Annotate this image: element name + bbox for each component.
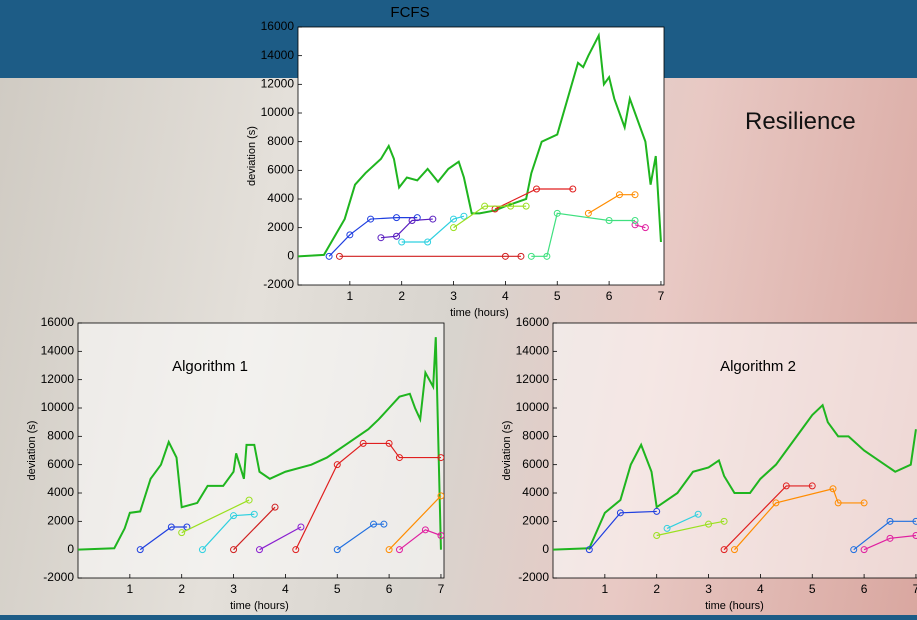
chart-title: FCFS	[390, 4, 429, 21]
y-tick-label: 16000	[261, 19, 295, 33]
x-tick-label: 7	[438, 582, 445, 596]
x-tick-label: 1	[127, 582, 134, 596]
y-tick-label: 0	[287, 249, 294, 263]
x-tick-label: 6	[386, 582, 393, 596]
plot-area	[78, 323, 444, 578]
y-axis-label: deviation (s)	[26, 421, 38, 481]
y-tick-label: 6000	[522, 457, 549, 471]
y-tick-label: 0	[67, 542, 74, 556]
plot-area	[298, 27, 664, 285]
charts: FCFS time (hours) deviation (s) -2000 0 2000 4…	[0, 0, 917, 620]
x-tick-label: 5	[334, 582, 341, 596]
y-tick-label: 14000	[41, 344, 75, 358]
y-tick-label: 4000	[47, 485, 74, 499]
y-axis-label: deviation (s)	[501, 421, 513, 481]
x-tick-label: 1	[347, 289, 354, 303]
y-tick-label: 10000	[41, 400, 75, 414]
slide: Resilience FCFStime (hours)deviation (s)…	[0, 0, 917, 620]
y-tick-label: 16000	[41, 315, 75, 329]
x-tick-label: 2	[398, 289, 405, 303]
y-tick-label: 14000	[516, 344, 550, 358]
chart: Algorithm 1 time (hours) deviation (s) -200…	[26, 315, 445, 612]
y-tick-label: 16000	[516, 315, 550, 329]
y-tick-label: -2000	[518, 570, 549, 584]
chart: FCFS time (hours) deviation (s) -2000 0 2000 4…	[246, 4, 665, 319]
y-tick-label: 12000	[261, 77, 295, 91]
x-tick-label: 4	[282, 582, 289, 596]
y-axis-label: deviation (s)	[246, 126, 258, 186]
y-tick-label: 6000	[267, 163, 294, 177]
x-tick-label: 5	[809, 582, 816, 596]
y-tick-label: 10000	[261, 105, 295, 119]
chart-title: Algorithm 1	[172, 358, 248, 375]
x-tick-label: 3	[705, 582, 712, 596]
y-tick-label: 10000	[516, 400, 550, 414]
x-tick-label: 6	[606, 289, 613, 303]
y-tick-label: 12000	[41, 372, 75, 386]
y-tick-label: 4000	[522, 485, 549, 499]
x-axis-label: time (hours)	[230, 600, 289, 612]
y-tick-label: 12000	[516, 372, 550, 386]
y-tick-label: 0	[542, 542, 549, 556]
x-tick-label: 4	[757, 582, 764, 596]
chart-title: Algorithm 2	[720, 358, 796, 375]
y-tick-label: 2000	[267, 220, 294, 234]
x-tick-label: 2	[653, 582, 660, 596]
x-tick-label: 3	[450, 289, 457, 303]
y-tick-label: -2000	[43, 570, 74, 584]
y-tick-label: -2000	[263, 277, 294, 291]
x-tick-label: 7	[658, 289, 665, 303]
chart: Algorithm 2 time (hours) deviation (s) -200…	[501, 315, 917, 612]
y-tick-label: 14000	[261, 48, 295, 62]
x-tick-label: 3	[230, 582, 237, 596]
y-tick-label: 2000	[47, 514, 74, 528]
x-axis-label: time (hours)	[450, 307, 509, 319]
x-tick-label: 4	[502, 289, 509, 303]
y-tick-label: 8000	[47, 429, 74, 443]
x-tick-label: 5	[554, 289, 561, 303]
x-tick-label: 2	[178, 582, 185, 596]
y-tick-label: 2000	[522, 514, 549, 528]
x-tick-label: 6	[861, 582, 868, 596]
y-tick-label: 8000	[522, 429, 549, 443]
y-tick-label: 8000	[267, 134, 294, 148]
x-tick-label: 7	[913, 582, 917, 596]
y-tick-label: 6000	[47, 457, 74, 471]
y-tick-label: 4000	[267, 191, 294, 205]
x-tick-label: 1	[602, 582, 609, 596]
x-axis-label: time (hours)	[705, 600, 764, 612]
